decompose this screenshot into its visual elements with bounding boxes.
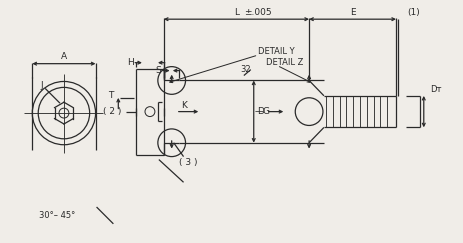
Text: J: J	[41, 81, 44, 90]
Text: ( 3 ): ( 3 )	[179, 158, 198, 167]
Text: A: A	[61, 52, 67, 61]
Text: S: S	[155, 66, 161, 75]
Text: K: K	[181, 101, 188, 110]
Text: (1): (1)	[407, 8, 420, 17]
Text: 32: 32	[240, 65, 251, 74]
Text: DETAIL Z: DETAIL Z	[266, 58, 303, 67]
Text: H: H	[127, 58, 133, 67]
Text: E: E	[350, 8, 356, 17]
Text: L: L	[234, 8, 239, 17]
Text: ±.005: ±.005	[244, 8, 271, 17]
Text: —G: —G	[255, 107, 271, 116]
Text: T: T	[108, 91, 113, 100]
Text: Dᴛ: Dᴛ	[430, 85, 441, 94]
Text: 30°– 45°: 30°– 45°	[39, 211, 75, 220]
Text: ( 2 ): ( 2 )	[103, 107, 122, 116]
Text: DETAIL Y: DETAIL Y	[258, 47, 294, 56]
Text: D: D	[257, 107, 264, 116]
